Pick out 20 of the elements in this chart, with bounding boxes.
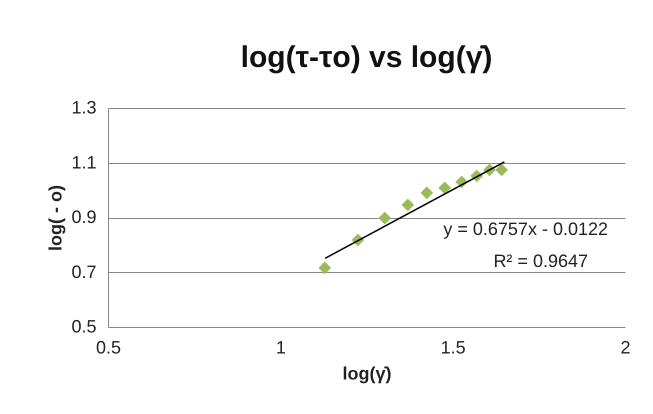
y-tick-label: 0.5 xyxy=(71,316,96,336)
chart-title: log(τ-τo) vs log(γ̇) xyxy=(240,41,492,74)
point xyxy=(438,182,452,194)
x-tick-label: 2 xyxy=(620,338,631,358)
y-tick-label: 1.3 xyxy=(71,98,96,118)
y-tick-label: 0.7 xyxy=(71,262,96,282)
point xyxy=(378,212,392,224)
y-axis-title: log( - o) xyxy=(45,185,66,251)
point xyxy=(495,164,508,176)
x-tick-label: 1.5 xyxy=(440,338,466,358)
point xyxy=(318,262,332,274)
x-axis-title: log(γ̇) xyxy=(342,364,392,384)
y-tick-label: 0.9 xyxy=(71,207,96,227)
x-tick-label: 1 xyxy=(276,338,286,358)
point xyxy=(420,186,434,200)
annotation: y = 0.6757x - 0.0122 xyxy=(443,219,608,239)
y-tick-label: 1.1 xyxy=(71,152,96,172)
point xyxy=(402,198,414,212)
x-tick-label: 0.5 xyxy=(96,338,122,358)
annotation: R² = 0.9647 xyxy=(493,251,588,271)
